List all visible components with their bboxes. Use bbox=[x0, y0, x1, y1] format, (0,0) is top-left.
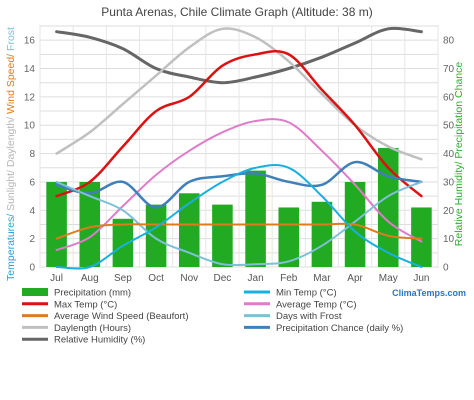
axis-label-segment: Frost bbox=[5, 27, 17, 51]
y-right-tick-label: 80 bbox=[443, 36, 455, 47]
bar-precipitation bbox=[311, 201, 333, 267]
axis-label-segment: eratures/ bbox=[5, 211, 17, 255]
bar-precipitation bbox=[278, 207, 300, 267]
bar-precipitation bbox=[178, 193, 200, 267]
y-left-tick-label: 12 bbox=[24, 92, 36, 103]
legend-label: Average Wind Speed (Beaufort) bbox=[54, 311, 188, 322]
y-right-tick-label: 40 bbox=[443, 149, 455, 160]
series-line-max-temp-c bbox=[55, 50, 423, 198]
chart-legend: Precipitation (mm) Min Temp (°C) Max Temp … bbox=[22, 288, 403, 346]
series-line-average-wind-speed-beaufort bbox=[55, 222, 423, 240]
y-left-tick-label: 8 bbox=[29, 149, 35, 160]
y-left-tick-label: 0 bbox=[29, 263, 35, 274]
legend-label: Min Temp (°C) bbox=[276, 288, 337, 299]
legend-label: Days with Frost bbox=[276, 311, 342, 322]
axis-label-segment: Temp bbox=[5, 255, 17, 281]
plot-area: 0 2 4 6 8 10 12 14 16 0 10 20 30 40 50 60 70 80 Jul Aug Sep O… bbox=[24, 25, 455, 284]
x-tick-label: Jun bbox=[413, 273, 429, 284]
series-line-days-with-frost bbox=[55, 180, 423, 267]
legend-label: Relative Humidity (%) bbox=[54, 335, 145, 346]
x-tick-label: Feb bbox=[280, 273, 298, 284]
axis-label-segment: Wind Speed/ bbox=[5, 51, 17, 114]
legend-swatch-bar bbox=[22, 288, 48, 296]
y-right-tick-label: 20 bbox=[443, 206, 455, 217]
y-left-tick-label: 2 bbox=[29, 234, 35, 245]
bar-precipitation bbox=[112, 218, 134, 267]
legend-label: Daylength (Hours) bbox=[54, 323, 131, 334]
y-axis-left-label: Temperatures/ Sunlight/ Daylength/ Wind … bbox=[5, 27, 17, 281]
bar-precipitation bbox=[212, 204, 233, 267]
series-line-relative-humidity bbox=[55, 26, 423, 85]
legend-label: Precipitation Chance (daily %) bbox=[276, 323, 403, 334]
y-left-tick-label: 16 bbox=[24, 36, 36, 47]
legend-label: Average Temp (°C) bbox=[276, 299, 357, 310]
x-tick-label: Aug bbox=[81, 273, 99, 284]
y-left-tick-label: 6 bbox=[29, 177, 35, 188]
bar-precipitation bbox=[79, 181, 101, 267]
chart-title: Punta Arenas, Chile Climate Graph (Altit… bbox=[101, 5, 372, 19]
axis-label-segment: Daylength/ bbox=[5, 114, 17, 167]
y-right-tick-label: 0 bbox=[443, 263, 449, 274]
y-right-tick-label: 50 bbox=[443, 121, 455, 132]
legend-label: Max Temp (°C) bbox=[54, 299, 117, 310]
x-tick-label: Jan bbox=[248, 273, 264, 284]
bar-precipitation bbox=[245, 170, 266, 267]
x-tick-label: Dec bbox=[214, 273, 232, 284]
x-tick-label: Mar bbox=[313, 273, 331, 284]
y-right-tick-label: 70 bbox=[443, 64, 455, 75]
y-right-tick-label: 10 bbox=[443, 234, 455, 245]
x-tick-label: May bbox=[379, 273, 398, 284]
series-line-min-temp-c bbox=[55, 164, 423, 270]
axis-label-segment: Precipitation Chance bbox=[453, 62, 465, 159]
y-axis-right-label: Relative Humidity/ Precipitation Chance bbox=[453, 62, 465, 247]
x-tick-label: Apr bbox=[347, 273, 363, 284]
axis-label-segment: Relative Humidity/ bbox=[453, 159, 465, 247]
axis-label-segment: Sunlight/ bbox=[5, 167, 17, 211]
x-tick-label: Jul bbox=[50, 273, 63, 284]
y-right-tick-label: 30 bbox=[443, 177, 455, 188]
y-right-tick-label: 60 bbox=[443, 92, 455, 103]
x-tick-label: Sep bbox=[114, 273, 132, 284]
y-left-tick-label: 4 bbox=[29, 206, 35, 217]
x-tick-label: Oct bbox=[148, 273, 164, 284]
bar-precipitation bbox=[145, 204, 167, 267]
x-tick-label: Nov bbox=[180, 273, 198, 284]
bar-precipitation bbox=[46, 181, 67, 267]
y-left-tick-label: 10 bbox=[24, 121, 36, 132]
brand-watermark: ClimaTemps.com bbox=[392, 288, 466, 298]
bar-precipitation bbox=[411, 207, 432, 267]
y-left-tick-label: 14 bbox=[24, 64, 36, 75]
legend-label: Precipitation (mm) bbox=[54, 288, 131, 299]
